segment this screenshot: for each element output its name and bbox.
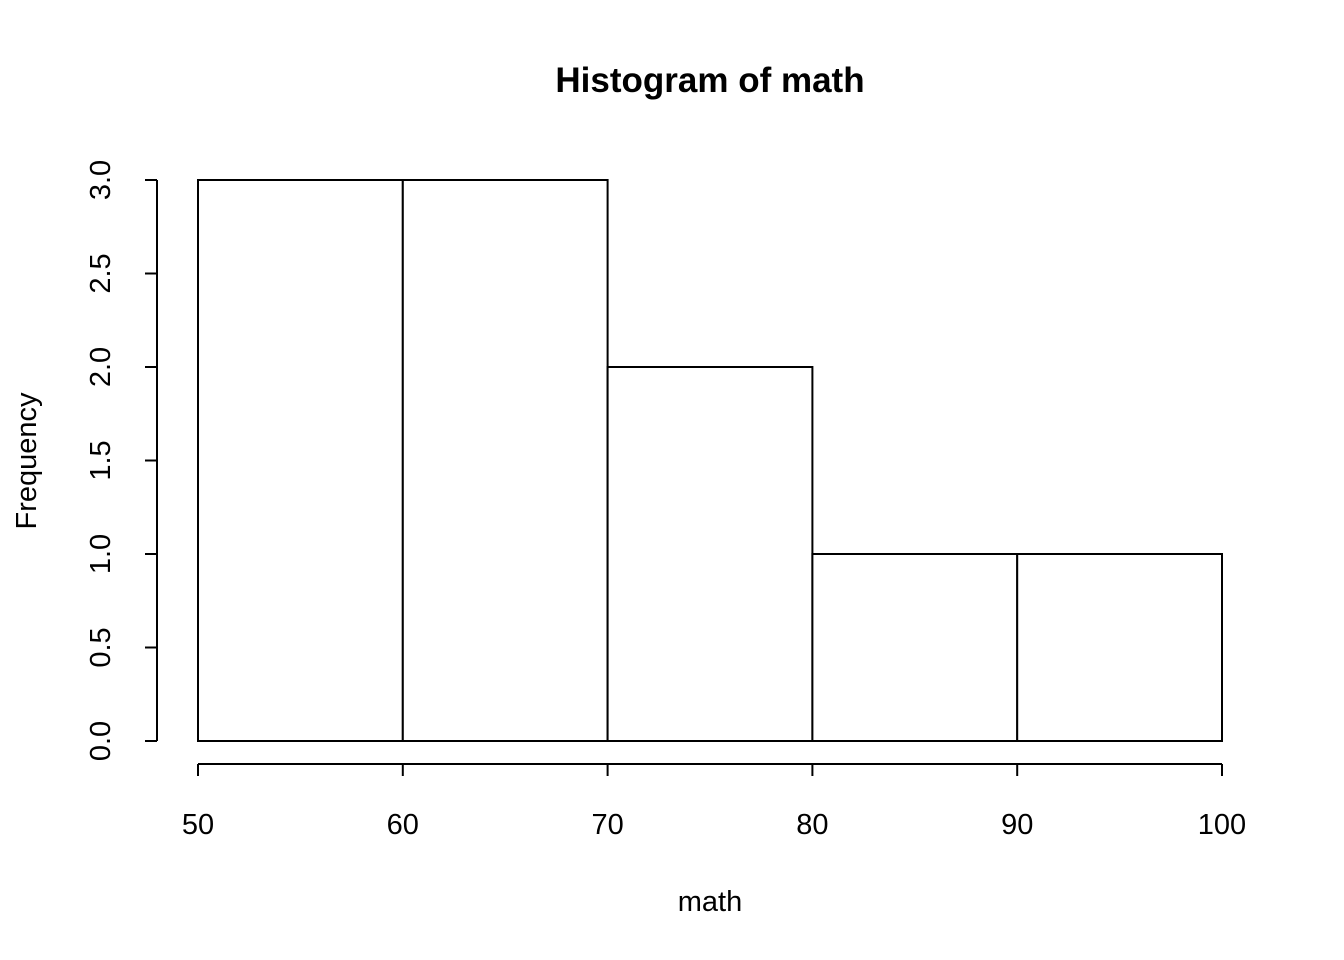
x-axis-label: math [678, 886, 742, 918]
histogram-bar [401, 179, 609, 742]
y-tick-label: 0.5 [85, 627, 117, 667]
chart-title: Histogram of math [555, 61, 864, 100]
y-tick-label: 2.0 [85, 347, 117, 387]
x-tick-label: 80 [796, 809, 828, 841]
histogram-bar [811, 553, 1019, 742]
x-tick-label: 70 [591, 809, 623, 841]
y-tick-label: 1.5 [85, 440, 117, 480]
x-tick-label: 90 [1001, 809, 1033, 841]
x-tick-label: 60 [387, 809, 419, 841]
y-axis-label: Frequency [11, 392, 43, 530]
x-tick-label: 50 [182, 809, 214, 841]
y-tick-label: 1.0 [85, 534, 117, 574]
y-tick-label: 0.0 [85, 721, 117, 761]
histogram-bar [606, 366, 814, 742]
histogram-bar [1016, 553, 1224, 742]
y-tick-label: 3.0 [85, 160, 117, 200]
histogram-bar [197, 179, 404, 742]
y-tick-label: 2.5 [85, 253, 117, 293]
x-tick-label: 100 [1198, 809, 1246, 841]
